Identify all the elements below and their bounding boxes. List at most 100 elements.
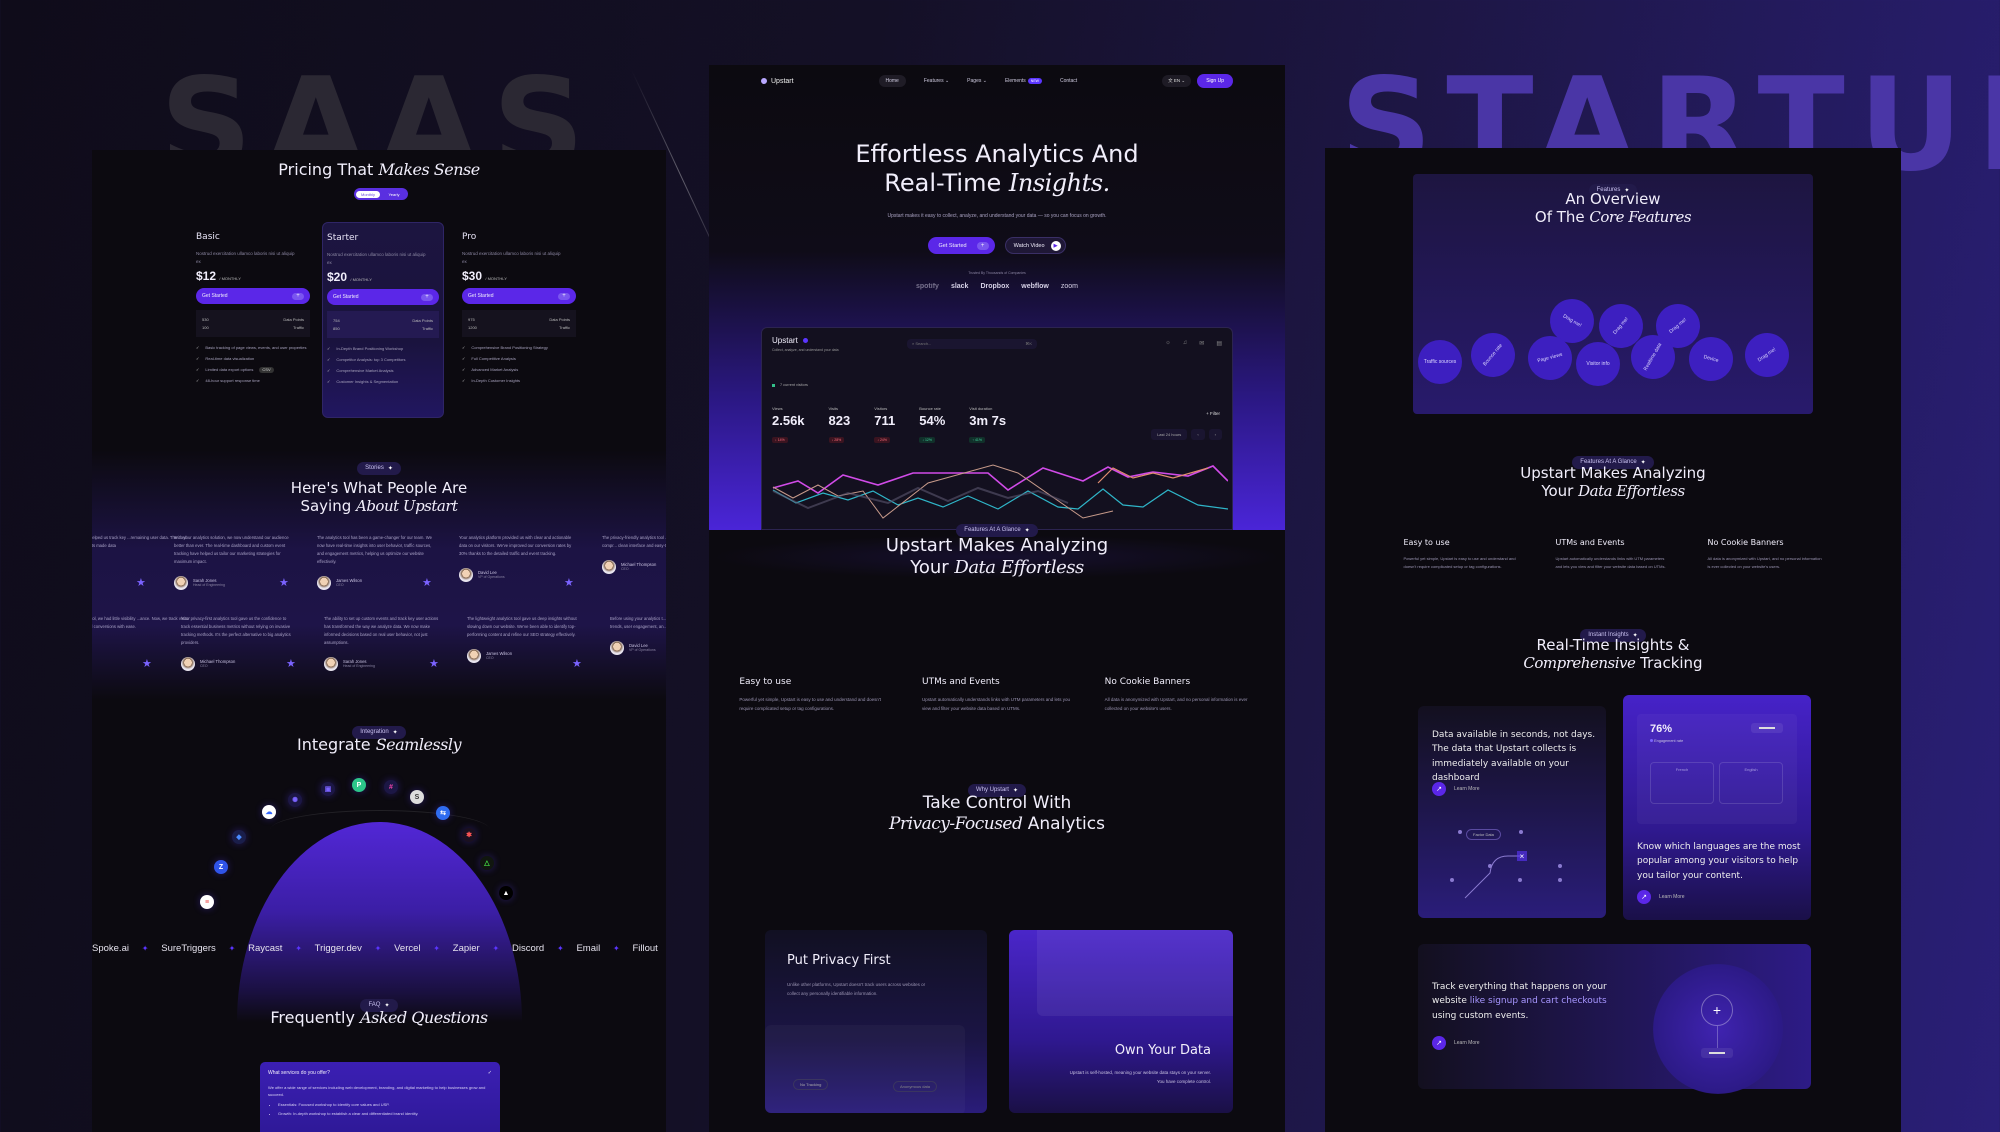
plus-icon: + <box>421 293 433 301</box>
own-data-card: Own Your Data Upstart is self-hosted, me… <box>1009 930 1233 1113</box>
plus-icon[interactable]: + <box>1701 994 1733 1026</box>
star-icon: ★ <box>422 577 432 589</box>
sparkle-icon: ✦ <box>374 944 382 953</box>
plan-name: Basic <box>196 232 220 242</box>
diamond-icon: ◆ <box>232 830 246 844</box>
testimonial-card: ...s tool, we had little visibility ...a… <box>92 616 190 629</box>
plan-stats: 530 Data Points 100 Traffic <box>196 310 310 338</box>
star-icon: ★ <box>286 658 296 670</box>
draggable-bubble[interactable]: Drag me! <box>1736 324 1798 386</box>
triangle-green-icon: △ <box>480 856 494 870</box>
bell-icon[interactable]: ♫ <box>1182 340 1188 346</box>
filter-button[interactable]: + Filter <box>1206 411 1220 416</box>
top-navbar: Upstart Home Features ⌄ Pages ⌄ Elements… <box>755 72 1239 90</box>
check-icon: ✓ <box>462 345 466 351</box>
integration-title: Integrate Seamlessly <box>296 735 462 754</box>
play-icon: ▶ <box>1050 240 1061 251</box>
star-icon: ★ <box>142 658 152 670</box>
faq-item-expanded[interactable]: What services do you offer? ✓ We offer a … <box>260 1062 500 1132</box>
nav-contact[interactable]: Contact <box>1059 78 1078 84</box>
minus-button[interactable] <box>1701 1048 1733 1058</box>
feature-no-cookie: No Cookie Banners All data is anonymized … <box>1707 538 1822 569</box>
gear-icon: ✺ <box>288 793 302 807</box>
testimonial-card: The analytics tool has been a game-chang… <box>317 534 432 590</box>
get-started-button[interactable]: Get Started + <box>196 288 310 305</box>
plus-icon: + <box>558 292 570 300</box>
get-started-button[interactable]: Get Started + <box>462 288 576 305</box>
engagement-label: Engagement rate <box>1650 739 1683 743</box>
nav-home[interactable]: Home <box>878 75 906 87</box>
sync-icon: ⇆ <box>436 806 450 820</box>
sparkle-icon: ✦ <box>556 944 564 953</box>
learn-more-link[interactable]: ↗ Learn More <box>1432 782 1480 796</box>
client-logos: spotify slack Dropbox webflow zoom <box>915 283 1078 290</box>
feature-easy-to-use: Easy to use Powerful yet simple, Upstart … <box>1403 538 1516 569</box>
avatar <box>610 640 624 655</box>
watch-video-button[interactable]: Watch Video ▶ <box>1004 237 1066 254</box>
logo[interactable]: Upstart <box>761 78 794 85</box>
date-range-select[interactable]: Last 24 hours <box>1151 429 1188 440</box>
get-started-button[interactable]: Get Started + <box>327 289 439 306</box>
chevron-icon[interactable]: ✓ <box>487 1070 492 1076</box>
dashboard-search[interactable]: ⌕ Search... ⌘K <box>907 339 1037 349</box>
check-icon: ✓ <box>327 346 331 352</box>
integration-brand-list: Spoke.ai ✦ SureTriggers ✦ Raycast ✦ Trigger… <box>92 943 658 954</box>
why-pill: Why Upstart ✦ <box>967 783 1027 797</box>
feature-no-cookie: No Cookie Banners All data is anonymized … <box>1104 677 1248 711</box>
metrics-row: Views 2.56k ↓ 14% Visits 823 ↓ 28% Visitors 7… <box>772 406 1006 446</box>
avatar <box>317 575 331 590</box>
stories-title: Here's What People Are Saying About Upst… <box>290 478 468 515</box>
testimonial-card: The ability to set up custom events and … <box>324 615 439 671</box>
sparkle-icon: ✦ <box>613 944 620 953</box>
toggle-monthly[interactable]: Monthly <box>356 190 380 198</box>
plan-price: $12 / MONTHLY <box>196 269 241 284</box>
nav-links: Home Features ⌄ Pages ⌄ Elements NEW Cont… <box>878 75 1078 87</box>
engagement-stat: 76% <box>1650 723 1673 735</box>
get-started-button[interactable]: Get Started + <box>928 237 995 254</box>
draggable-bubble[interactable]: Traffic sources <box>1418 340 1462 384</box>
metric-views: Views 2.56k ↓ 14% <box>772 406 805 443</box>
trusted-label: Trusted By Thousands of Companies <box>968 271 1026 275</box>
lang-english: English <box>1719 762 1783 804</box>
chevron-down-icon: ⌄ <box>944 78 950 84</box>
plan-price: $20 / MONTHLY <box>327 270 372 285</box>
learn-more-link[interactable]: ↗ Learn More <box>1637 890 1685 904</box>
slack-icon: # <box>384 780 398 794</box>
mail-icon[interactable]: ✉ <box>1199 341 1205 347</box>
feature-utms: UTMs and Events Upstart automatically und… <box>1555 538 1666 569</box>
privacy-card: Put Privacy First Unlike other platforms… <box>765 930 987 1113</box>
feature-easy-to-use: Easy to use Powerful yet simple, Upstart … <box>739 677 882 711</box>
gift-icon[interactable]: ▤ <box>1216 341 1222 347</box>
sparkle-icon: ✦ <box>433 944 440 953</box>
billing-toggle[interactable]: Monthly Yearly <box>354 188 408 200</box>
nav-pages[interactable]: Pages ⌄ <box>967 78 987 84</box>
nav-features[interactable]: Features ⌄ <box>923 78 950 84</box>
check-icon: ✓ <box>196 345 200 351</box>
sign-up-button[interactable]: Sign Up <box>1197 74 1233 88</box>
sparkle-icon: ✦ <box>141 944 149 953</box>
anonymous-chip: Anonymous data <box>893 1081 938 1092</box>
toggle-yearly[interactable]: Yearly <box>388 191 400 197</box>
factor-data-chip: Factor Data <box>1466 829 1501 840</box>
asterisk-icon: ✱ <box>462 828 476 842</box>
hero-subtitle: Upstart makes it easy to collect, analyz… <box>887 213 1107 219</box>
learn-more-link[interactable]: ↗ Learn More <box>1432 1036 1480 1050</box>
sun-icon[interactable]: ☼ <box>1165 340 1171 346</box>
features-pill: Features At A Glance ✦ <box>1572 455 1654 469</box>
new-badge: NEW <box>1027 78 1042 84</box>
minus-button[interactable] <box>1751 723 1783 733</box>
next-arrow[interactable]: › <box>1208 429 1222 440</box>
features-columns: Easy to use Powerful yet simple, Upstart … <box>709 677 1285 713</box>
prev-arrow[interactable]: ‹ <box>1191 429 1205 440</box>
pabbly-icon: P <box>352 778 366 792</box>
arrow-up-right-icon: ↗ <box>1432 1036 1446 1050</box>
testimonial-card: tool helped us track key ...remaining us… <box>92 535 187 548</box>
avatar <box>174 575 188 590</box>
draggable-bubble[interactable]: Bounce rate <box>1462 324 1524 386</box>
check-icon: ✓ <box>462 356 466 362</box>
draggable-bubble[interactable]: Visitor info <box>1576 342 1620 386</box>
features-title: Upstart Makes Analyzing Your Data Effort… <box>709 535 1285 579</box>
language-selector[interactable]: 文 EN ⌄ <box>1162 75 1192 87</box>
nav-elements[interactable]: Elements NEW <box>1005 78 1042 84</box>
core-features-section: Features ✦ An Overview Of The Core Featur… <box>1413 174 1813 414</box>
